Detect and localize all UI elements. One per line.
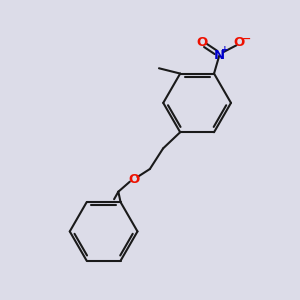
Text: O: O	[234, 36, 245, 50]
Text: O: O	[128, 173, 139, 186]
Text: −: −	[242, 34, 251, 44]
Text: O: O	[196, 36, 208, 50]
Text: N: N	[214, 49, 225, 62]
Text: +: +	[220, 45, 228, 54]
